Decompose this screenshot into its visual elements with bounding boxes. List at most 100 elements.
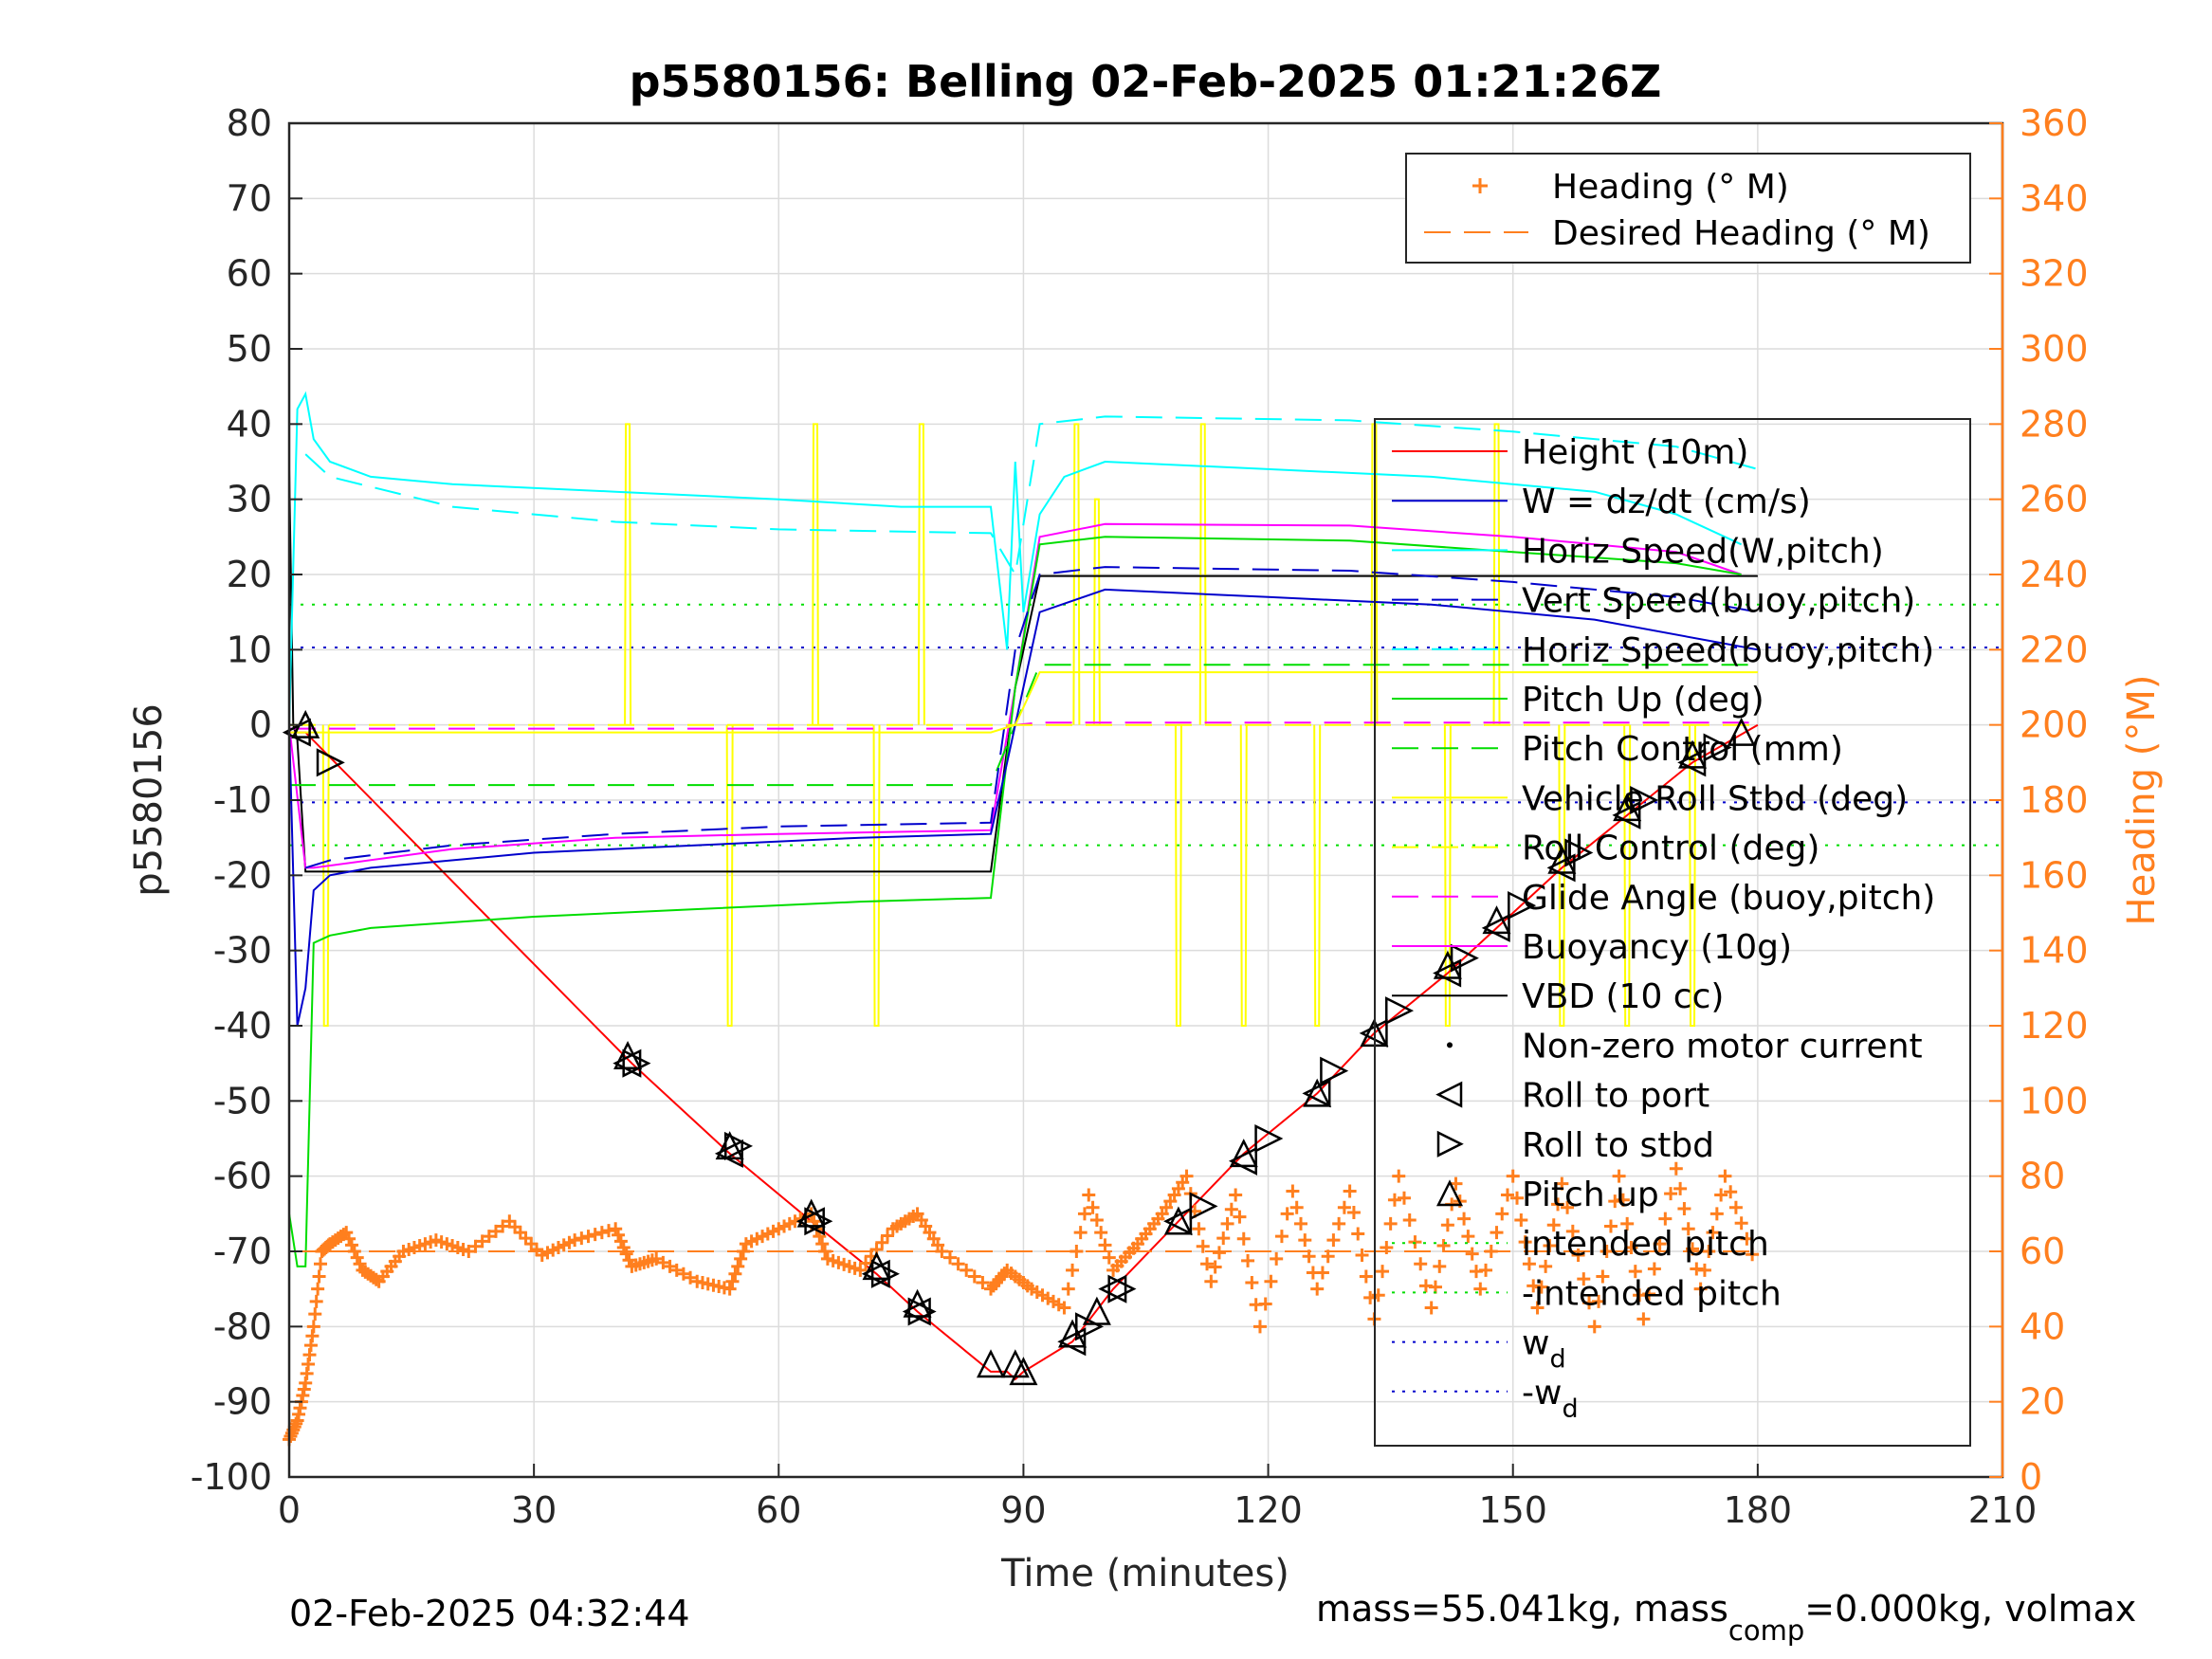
heading-point [1495, 1207, 1509, 1221]
heading-point [1718, 1169, 1732, 1183]
heading-point [1686, 1242, 1700, 1256]
heading-point [815, 1237, 830, 1251]
y2-tick-label: 0 [2020, 1456, 2042, 1498]
heading-point [1440, 1218, 1454, 1232]
y2-tick-label: 240 [2020, 554, 2089, 595]
heading-point [1200, 1257, 1215, 1271]
heading-point [306, 1320, 320, 1334]
y2-tick-label: 260 [2020, 479, 2089, 520]
pitch-up-marker [796, 1198, 826, 1228]
heading-point [1274, 1230, 1289, 1244]
y-tick-label: -70 [213, 1231, 272, 1272]
heading-point [1229, 1188, 1243, 1202]
heading-point [1204, 1274, 1218, 1288]
series-height-10m [289, 723, 1759, 1381]
y2-tick-label: 360 [2020, 102, 2089, 144]
heading-point [1310, 1282, 1325, 1296]
y-tick-label: -50 [213, 1080, 272, 1121]
heading-point [1673, 1181, 1688, 1195]
y-tick-label: -30 [213, 930, 272, 972]
heading-point [1098, 1238, 1112, 1252]
roll-spike [624, 423, 632, 725]
y-tick-label: 50 [227, 328, 272, 370]
heading-point [649, 1251, 664, 1266]
heading-point [1351, 1227, 1365, 1241]
series-pitch-up-deg [288, 536, 1742, 1267]
footer-mass-text: mass=55.041kg, mass [1316, 1588, 1728, 1630]
heading-point [1280, 1207, 1294, 1221]
legend-label: Buoyancy (10g) [1522, 928, 1792, 967]
heading-point [1383, 1216, 1398, 1231]
legend-marker [1435, 1081, 1463, 1108]
heading-point [1402, 1212, 1417, 1227]
heading-point [1102, 1250, 1116, 1265]
heading-point [684, 1270, 698, 1285]
heading-point [1706, 1226, 1720, 1240]
heading-point [1490, 1226, 1504, 1240]
heading-point [1326, 1233, 1341, 1248]
pitch-up-marker [1613, 793, 1642, 822]
pitch-up-marker [976, 1349, 1006, 1378]
heading-point [942, 1250, 957, 1265]
roll-stbd-marker [907, 1297, 937, 1326]
heading-point [1298, 1233, 1312, 1248]
heading-point [1539, 1259, 1553, 1273]
heading-point [656, 1255, 670, 1269]
heading-point [1433, 1259, 1447, 1273]
pitch-up-marker [1547, 845, 1577, 874]
roll-stbd-marker [1107, 1274, 1137, 1304]
heading-point [1332, 1216, 1346, 1231]
roll-spike [1198, 423, 1207, 725]
heading-point [1241, 1253, 1255, 1267]
legend-heading-label: Desired Heading (° M) [1552, 214, 1930, 253]
pitch-up-marker [715, 1131, 744, 1160]
pitch-up-marker [903, 1288, 932, 1318]
heading-point [1616, 1193, 1630, 1207]
y2-tick-label: 80 [2020, 1156, 2065, 1197]
roll-port-marker [902, 1297, 931, 1326]
heading-point [1693, 1282, 1708, 1296]
y-tick-label: 0 [249, 704, 272, 746]
heading-point [1094, 1226, 1108, 1240]
legend-main: Height (10m) W = dz/dt (cm/s) Horiz Speed(… [1374, 418, 1971, 1447]
y-tick-label: -20 [213, 854, 272, 896]
heading-point [1196, 1239, 1210, 1253]
heading-point [1252, 1320, 1267, 1334]
y2-tick-label: 40 [2020, 1305, 2065, 1347]
heading-point [1510, 1191, 1525, 1205]
roll-port-marker [1057, 1327, 1087, 1357]
legend-label: wd [1522, 1324, 1566, 1375]
heading-point [468, 1239, 483, 1253]
heading-point [622, 1253, 636, 1267]
heading-point [1530, 1301, 1545, 1315]
heading-point [581, 1230, 595, 1244]
heading-point [353, 1257, 367, 1271]
y2-tick-label: 100 [2020, 1080, 2089, 1121]
heading-point [339, 1226, 354, 1240]
legend-label: intended pitch [1522, 1225, 1769, 1264]
y-tick-label: 80 [227, 102, 272, 144]
heading-point [1086, 1200, 1100, 1214]
heading-point [369, 1272, 383, 1286]
pitch-up-marker [1229, 1139, 1258, 1168]
roll-spike [812, 423, 820, 725]
heading-point [1465, 1247, 1479, 1261]
heading-point [1479, 1263, 1493, 1277]
y-tick-label: 30 [227, 479, 272, 520]
heading-point [1220, 1216, 1234, 1231]
heading-point [496, 1219, 510, 1233]
heading-point [1551, 1197, 1565, 1212]
heading-point [1740, 1231, 1754, 1246]
y2-tick-label: 120 [2020, 1005, 2089, 1047]
heading-point [1734, 1216, 1748, 1231]
pitch-up-marker [1082, 1296, 1111, 1325]
roll-port-marker [714, 1139, 743, 1168]
roll-stbd-marker [1189, 1192, 1218, 1221]
heading-point [875, 1235, 889, 1249]
heading-point [309, 1294, 323, 1308]
heading-point [1359, 1269, 1373, 1284]
heading-point [881, 1229, 895, 1243]
roll-stbd-marker [1703, 733, 1732, 762]
y2-tick-label: 160 [2020, 854, 2089, 896]
heading-point [1397, 1191, 1411, 1205]
